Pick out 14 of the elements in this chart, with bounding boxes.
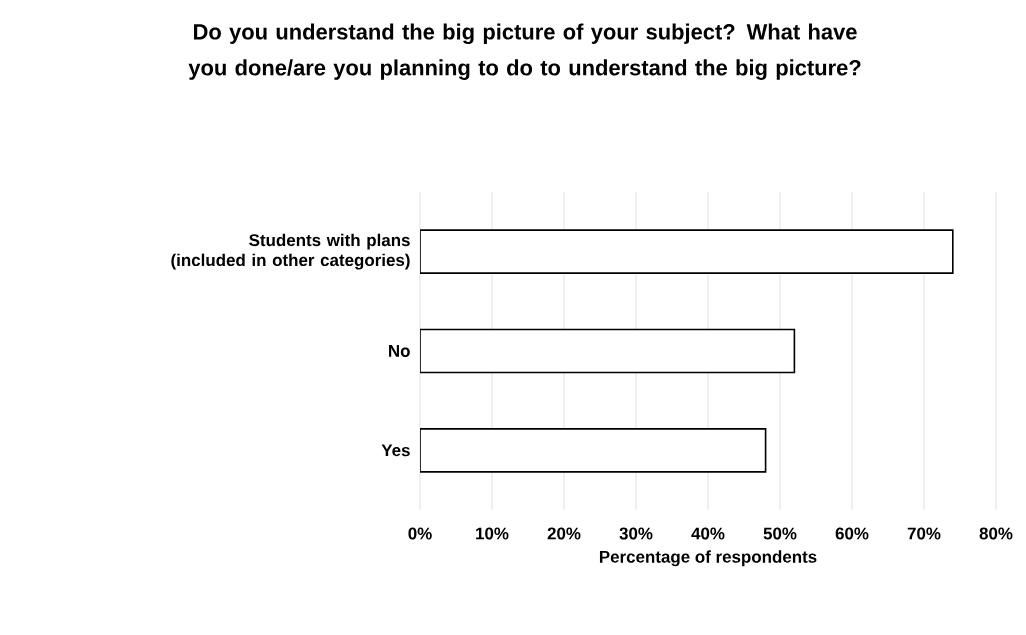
x-tick-label: 60% <box>835 527 869 540</box>
x-tick-label: 0% <box>408 527 432 540</box>
x-tick-label: 80% <box>979 527 1013 540</box>
x-axis-title: Percentage of respondents <box>599 550 817 567</box>
x-tick-label: 50% <box>763 527 797 540</box>
chart-title: Do you understand the big picture of your subject? What have you done/are you planning to do to understand the big picture? <box>188 23 861 80</box>
y-tick-label: Students with plans (included in other categories) <box>171 233 410 270</box>
x-tick-label: 30% <box>619 527 653 540</box>
x-tick-label: 70% <box>907 527 941 540</box>
y-tick-label: No <box>389 345 410 357</box>
x-tick-label: 10% <box>476 527 509 540</box>
x-tick-label: 20% <box>547 527 581 540</box>
x-tick-label: 40% <box>691 527 725 540</box>
y-tick-label: Yes <box>381 444 410 457</box>
